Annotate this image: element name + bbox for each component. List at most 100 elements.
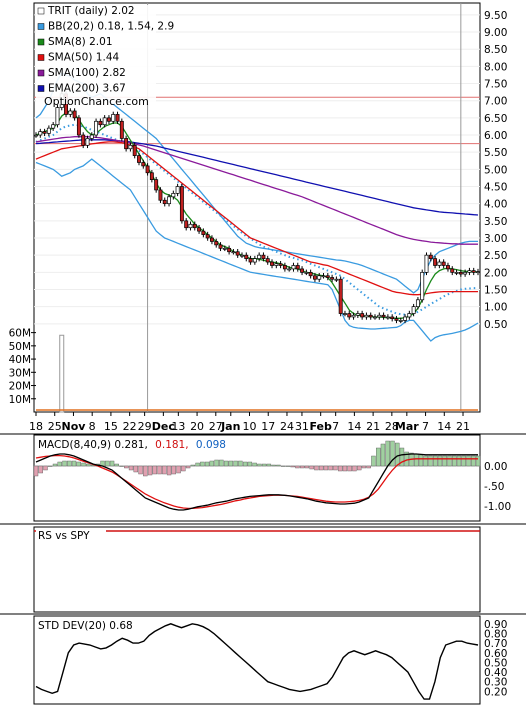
candle-body	[450, 268, 455, 273]
price-y-tick-label: 9.50	[484, 10, 507, 22]
ema200-line	[35, 139, 479, 216]
macd-histogram-bar	[347, 465, 352, 472]
candle-body	[325, 275, 330, 278]
macd-histogram-bar	[76, 461, 81, 467]
macd-histogram-bar	[257, 463, 262, 467]
candle-body	[471, 270, 476, 273]
candle-body	[85, 138, 90, 146]
candle-body	[218, 244, 223, 249]
candle-body	[291, 265, 296, 270]
macd-histogram-bar	[471, 455, 476, 467]
candle-body	[377, 314, 382, 318]
candle-body	[308, 271, 313, 277]
candle-body	[46, 127, 51, 134]
candle-body	[287, 268, 292, 271]
std-label: STD DEV(20) 0.68	[38, 620, 133, 632]
macd-histogram-bar	[48, 465, 53, 467]
volume-tick-label: 60M	[9, 328, 31, 340]
volume-tick-label: 50M	[9, 341, 31, 353]
candle-body	[364, 314, 369, 318]
legend-label-sma50: SMA(50) 1.44	[48, 52, 119, 64]
macd-histogram-bar	[147, 465, 153, 476]
candle-body	[433, 258, 438, 266]
candle-body	[458, 271, 463, 275]
candle-body	[231, 251, 236, 254]
candle-body	[145, 165, 150, 174]
legend-label-title: TRIT (daily) 2.02	[47, 5, 135, 17]
x-tick-label: 24	[280, 420, 294, 433]
x-tick-label: 17	[261, 420, 275, 433]
candle-body	[381, 314, 386, 318]
x-tick-label: 20	[190, 420, 204, 433]
std-axis: 0.900.800.700.600.500.400.300.20	[484, 619, 507, 699]
macd-histogram-bar	[119, 465, 124, 467]
macd-histogram-bar	[318, 465, 324, 471]
price-y-tick-label: 3.50	[484, 216, 507, 228]
candle-body	[214, 241, 219, 246]
candle-body	[394, 318, 399, 321]
macd-histogram-bar	[461, 455, 466, 467]
candle-body	[72, 110, 77, 119]
macd-histogram-bar	[271, 464, 276, 467]
macd-histogram-bar	[204, 461, 210, 467]
macd-histogram-bar	[309, 465, 314, 470]
candle-body	[240, 254, 244, 257]
macd-y-tick-label: 0.00	[484, 461, 507, 473]
macd-histogram-bar	[38, 465, 43, 474]
macd-histogram-bar	[242, 461, 248, 467]
candle-body	[76, 117, 81, 136]
macd-histogram-bar	[71, 460, 77, 467]
sma100-line	[35, 136, 478, 245]
std-y-tick-label: 0.90	[484, 619, 507, 631]
macd-histogram-bar	[423, 455, 428, 467]
macd-histogram-bar	[342, 465, 348, 472]
candle-body	[119, 120, 124, 139]
price-y-tick-label: 0.50	[484, 319, 507, 331]
x-tick-label: 28	[385, 420, 399, 433]
watermark-text: OptionChance.com	[44, 95, 149, 108]
macd-histogram-bar	[352, 465, 357, 472]
candle-body	[424, 254, 429, 273]
legend-swatch-sma8	[37, 38, 45, 46]
candle-body	[89, 134, 94, 139]
macd-histogram-bar	[314, 465, 319, 471]
candle-body	[235, 251, 240, 256]
x-tick-label: 31	[295, 420, 309, 433]
candle-body	[261, 254, 266, 259]
x-tick-label: Nov	[61, 420, 86, 433]
price-y-tick-label: 3.00	[484, 233, 507, 245]
candle-body	[373, 316, 377, 319]
x-tick-label: Mar	[395, 420, 419, 433]
price-y-tick-label: 6.50	[484, 113, 507, 125]
candle-body	[51, 124, 56, 129]
macd-histogram-bar	[290, 465, 295, 468]
candle-body	[428, 254, 433, 259]
macd-histogram-bar	[209, 460, 215, 467]
price-y-tick-label: 2.00	[484, 267, 507, 279]
legend-items: TRIT (daily) 2.02 BB(20,2) 0.18, 1.54, 2.…	[37, 5, 174, 95]
macd-histogram-bar	[337, 465, 343, 472]
price-y-tick-label: 1.00	[484, 302, 507, 314]
x-tick-label: Jan	[220, 420, 240, 433]
candle-body	[205, 234, 210, 239]
macd-label: MACD(8,40,9) 0.281, 0.181, 0.098	[36, 437, 226, 451]
macd-histogram-bar	[157, 465, 162, 475]
candle-body	[132, 144, 137, 156]
macd-histogram-bar	[466, 455, 471, 467]
candle-body	[312, 275, 317, 280]
candle-body	[34, 134, 38, 137]
candle-body	[111, 114, 116, 122]
macd-histogram-bar	[295, 465, 300, 469]
rs-panel-frame	[33, 526, 481, 613]
macd-histogram-bar	[114, 463, 119, 467]
macd-histogram-bar	[447, 455, 452, 467]
macd-histogram-bar	[166, 465, 172, 476]
x-tick-label: 22	[123, 420, 137, 433]
macd-line	[35, 453, 478, 511]
x-tick-label: 25	[48, 420, 62, 433]
rs-panel: RS vs SPY	[34, 528, 480, 542]
macd-histogram-bar	[81, 462, 86, 467]
macd-label-macd-value: 0.281,	[114, 439, 147, 451]
macd-histogram-bar	[375, 447, 381, 467]
candle-body	[201, 230, 206, 235]
